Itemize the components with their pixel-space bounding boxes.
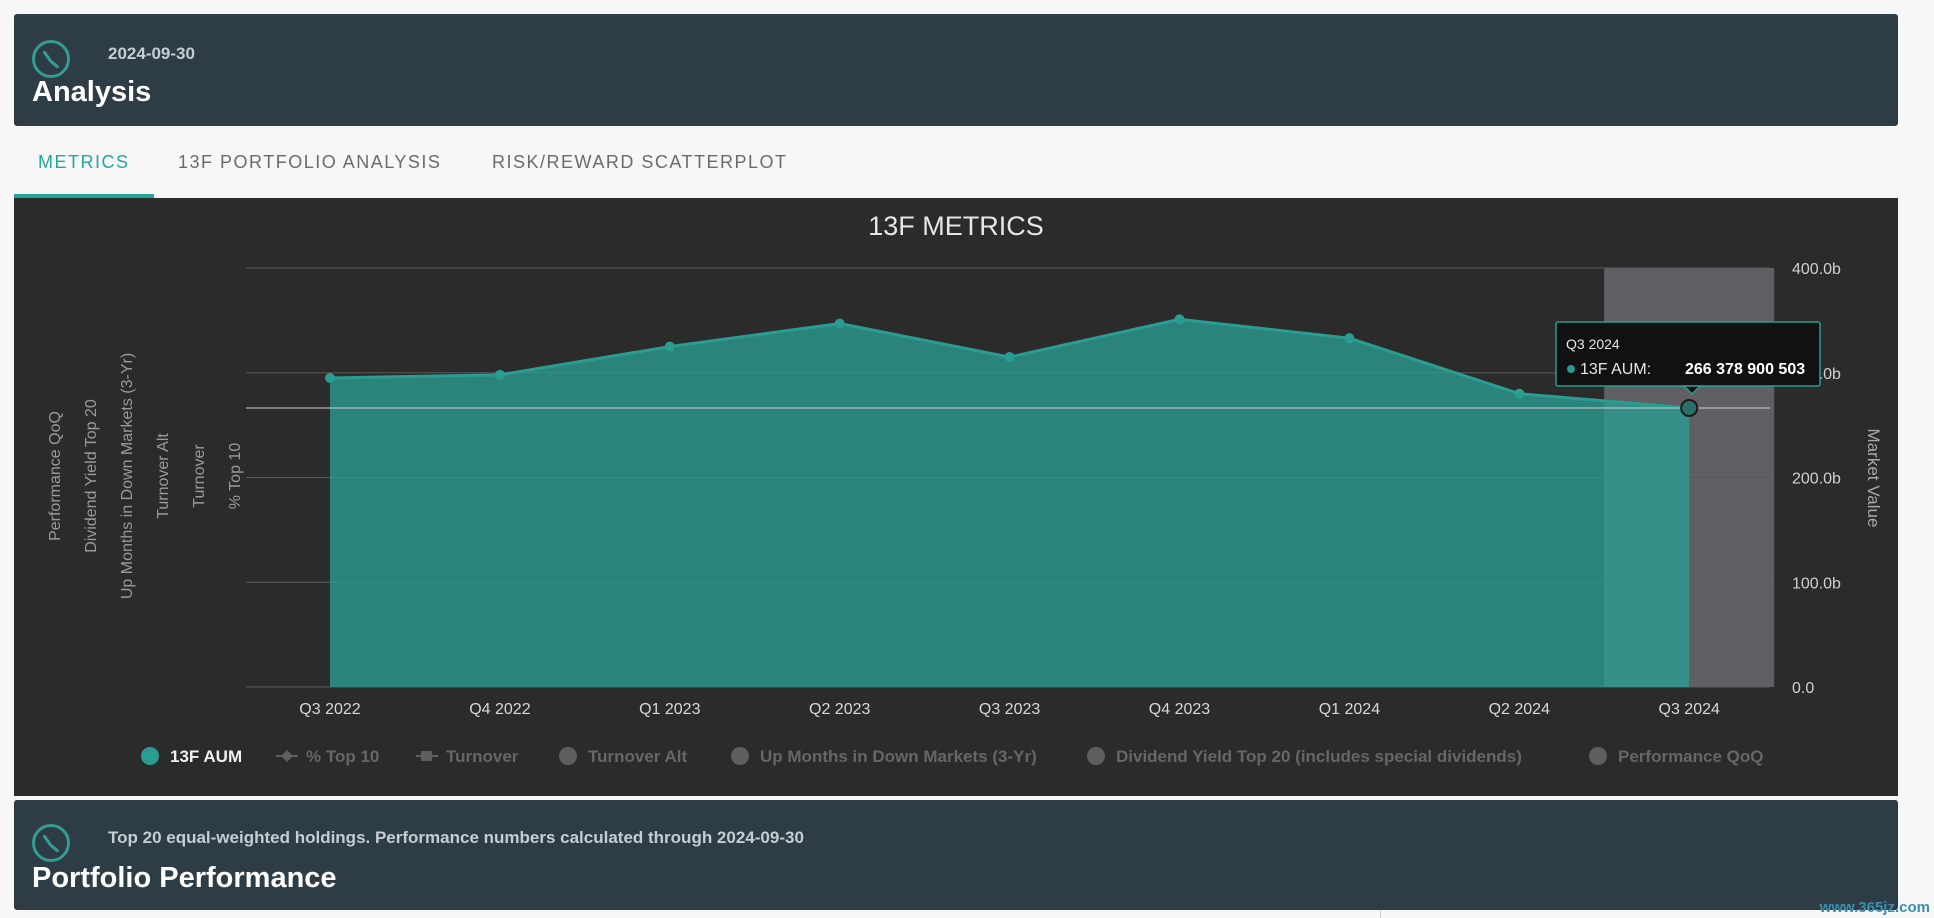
x-tick-label: Q2 2024	[1489, 701, 1550, 718]
legend-marker	[281, 750, 293, 762]
legend-item-label[interactable]: 13F AUM	[170, 747, 242, 766]
header-date: 2024-09-30	[108, 44, 195, 63]
metrics-chart-panel: 13F METRICS Q3 2022 Q4 2022 Q1 2023 Q2 2023…	[14, 198, 1898, 796]
portfolio-performance-header: Top 20 equal-weighted holdings. Performa…	[14, 800, 1898, 910]
data-point	[494, 369, 505, 380]
y-tick-label: 400.0b	[1792, 261, 1841, 278]
legend-item-label[interactable]: Performance QoQ	[1618, 747, 1764, 766]
x-tick-label: Q1 2023	[639, 701, 700, 718]
data-point	[1680, 398, 1699, 417]
chart-title: 13F METRICS	[868, 211, 1044, 241]
page-title: Analysis	[32, 76, 152, 108]
chart-legend: 13F AUM % Top 10 Turnover Turnover Alt Up Mo…	[141, 747, 1764, 766]
left-axis-label: Up Months in Down Markets (3-Yr)	[119, 353, 136, 599]
left-axis-label: Turnover	[191, 444, 208, 508]
legend-item-label[interactable]: % Top 10	[306, 747, 379, 766]
legend-item-label[interactable]: Turnover	[446, 747, 519, 766]
tooltip-series-name: 13F AUM:	[1580, 361, 1651, 378]
legend-marker	[1087, 747, 1105, 765]
tab-bar: METRICS 13F PORTFOLIO ANALYSIS RISK/REWA…	[14, 126, 1898, 198]
watermark: www.365jz.com	[1819, 899, 1930, 916]
x-tick-label: Q4 2023	[1149, 701, 1210, 718]
data-point	[1174, 314, 1185, 325]
tooltip-pointer	[1682, 385, 1702, 396]
data-point	[1514, 388, 1525, 399]
chart-tooltip: Q3 2024 13F AUM: 266 378 900 503	[1555, 321, 1821, 396]
left-axis-label: Performance QoQ	[47, 411, 64, 541]
legend-item-label[interactable]: Turnover Alt	[588, 747, 688, 766]
clock-icon	[32, 824, 70, 862]
right-axis-label: Market Value	[1864, 429, 1883, 528]
legend-item-label[interactable]: Up Months in Down Markets (3-Yr)	[760, 747, 1037, 766]
metrics-chart: 13F METRICS Q3 2022 Q4 2022 Q1 2023 Q2 2023…	[47, 211, 1883, 766]
divider	[1380, 910, 1381, 918]
tooltip-series-marker	[1567, 365, 1575, 373]
clock-icon	[32, 40, 70, 78]
analysis-header: 2024-09-30 Analysis	[14, 14, 1898, 126]
y-tick-label: 0.0	[1792, 680, 1814, 697]
left-axis-label: Dividend Yield Top 20	[83, 399, 100, 553]
tooltip-period: Q3 2024	[1566, 336, 1620, 352]
legend-marker	[559, 747, 577, 765]
active-tab-indicator	[14, 194, 154, 198]
x-tick-label: Q3 2023	[979, 701, 1040, 718]
y-tick-label: 200.0b	[1792, 471, 1841, 488]
section-title: Portfolio Performance	[32, 862, 337, 894]
y-tick-label: 100.0b	[1792, 575, 1841, 592]
x-tick-label: Q4 2022	[469, 701, 530, 718]
data-point	[1344, 333, 1355, 344]
legend-marker	[141, 747, 159, 765]
tab-13f-portfolio-analysis[interactable]: 13F PORTFOLIO ANALYSIS	[178, 152, 442, 172]
left-axis-label: Turnover Alt	[155, 433, 172, 519]
data-point	[664, 341, 675, 352]
x-tick-label: Q2 2023	[809, 701, 870, 718]
x-tick-label: Q3 2024	[1659, 701, 1720, 718]
series-area-13f-aum	[330, 319, 1690, 687]
legend-marker	[421, 751, 432, 761]
legend-marker	[1589, 747, 1607, 765]
x-tick-label: Q3 2022	[299, 701, 360, 718]
data-point	[325, 372, 335, 383]
tab-risk-reward-scatterplot[interactable]: RISK/REWARD SCATTERPLOT	[492, 152, 788, 172]
data-point	[834, 318, 845, 329]
data-point	[1004, 352, 1015, 363]
left-axis-label: % Top 10	[227, 443, 244, 510]
legend-item-label[interactable]: Dividend Yield Top 20 (includes special …	[1116, 747, 1522, 766]
legend-marker	[731, 747, 749, 765]
tab-metrics[interactable]: METRICS	[38, 152, 130, 172]
performance-subtitle: Top 20 equal-weighted holdings. Performa…	[108, 828, 804, 847]
tooltip-value: 266 378 900 503	[1685, 361, 1805, 378]
x-tick-label: Q1 2024	[1319, 701, 1380, 718]
